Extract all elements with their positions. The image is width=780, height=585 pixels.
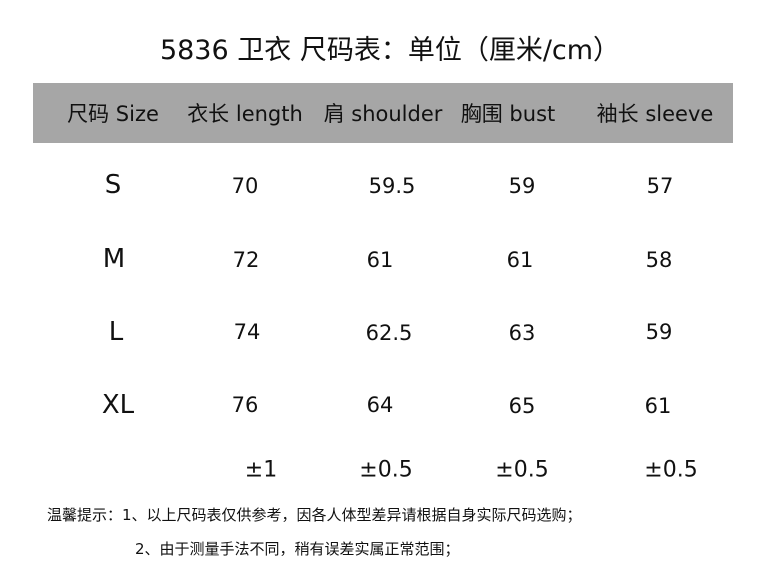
table-header: 尺码 Size 衣长 length 肩 shoulder 胸围 bust 袖长 … [33, 83, 733, 143]
size-cell: M [102, 244, 126, 274]
column-header-size: 尺码 Size [67, 102, 159, 126]
column-header-length: 衣长 length [187, 102, 303, 126]
column-header-sleeve: 袖长 sleeve [596, 102, 714, 126]
length-cell: 76 [231, 393, 259, 417]
bust-cell: 63 [508, 321, 536, 345]
length-cell: 70 [231, 174, 259, 198]
bust-cell: 61 [506, 248, 534, 272]
bust-cell: 65 [508, 394, 536, 418]
length-cell: 72 [232, 248, 260, 272]
shoulder-tolerance: ±0.5 [359, 457, 413, 483]
shoulder-cell: 61 [366, 248, 394, 272]
shoulder-cell: 62.5 [365, 321, 413, 345]
size-cell: L [108, 317, 124, 347]
note-line-1: 温馨提示：1、以上尺码表仅供参考，因各人体型差异请根据自身实际尺码选购； [47, 506, 582, 524]
length-tolerance: ±1 [244, 457, 278, 483]
size-cell: S [104, 170, 122, 200]
shoulder-cell: 64 [366, 393, 394, 417]
length-cell: 74 [233, 320, 261, 344]
sleeve-cell: 61 [644, 394, 672, 418]
sleeve-tolerance: ±0.5 [644, 457, 698, 483]
bust-tolerance: ±0.5 [495, 457, 549, 483]
column-header-shoulder: 肩 shoulder [323, 102, 443, 126]
size-cell: XL [101, 390, 135, 420]
page-title: 5836 卫衣 尺码表：单位（厘米/cm） [159, 35, 621, 66]
bust-cell: 59 [508, 174, 536, 198]
shoulder-cell: 59.5 [368, 174, 416, 198]
note-line-2: 2、由于测量手法不同，稍有误差实属正常范围； [135, 540, 460, 558]
sleeve-cell: 59 [645, 320, 673, 344]
sleeve-cell: 58 [645, 248, 673, 272]
column-header-bust: 胸围 bust [460, 102, 556, 126]
sleeve-cell: 57 [646, 174, 674, 198]
